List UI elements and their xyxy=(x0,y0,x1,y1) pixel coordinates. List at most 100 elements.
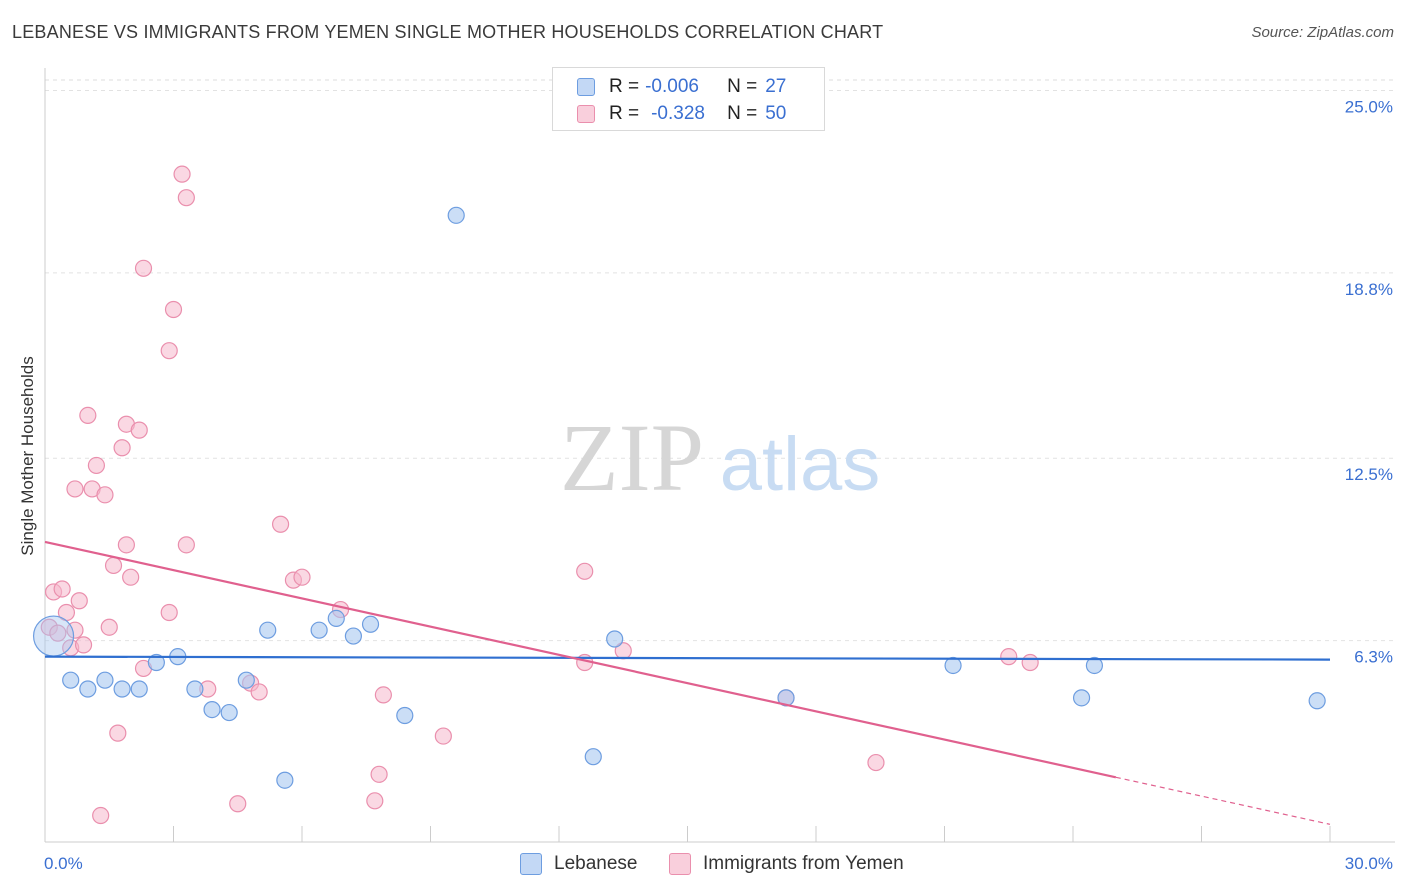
y-tick-label: 6.3% xyxy=(1354,648,1393,667)
legend-swatch-yemen xyxy=(577,105,595,123)
point-yemen xyxy=(867,753,885,772)
watermark: ZIP atlas xyxy=(560,404,880,511)
point-lebanese xyxy=(447,206,465,224)
point-lebanese xyxy=(606,630,624,648)
bottom-legend-label-yemen: Immigrants from Yemen xyxy=(703,853,904,874)
y-axis-label: Single Mother Households xyxy=(18,356,37,556)
bottom-legend-swatch-yemen xyxy=(669,853,691,875)
legend-n-value: 50 xyxy=(765,103,787,124)
watermark-atlas: atlas xyxy=(720,422,881,507)
x-tick-label: 30.0% xyxy=(1345,854,1393,873)
point-lebanese xyxy=(396,706,414,725)
point-lebanese xyxy=(147,653,165,672)
trend-lines xyxy=(44,540,1331,825)
point-lebanese xyxy=(344,627,362,645)
point-lebanese xyxy=(203,701,221,719)
legend-r-value: -0.328 xyxy=(651,103,705,124)
gridlines xyxy=(45,79,1395,642)
point-yemen xyxy=(100,618,118,636)
series-yemen-points xyxy=(40,165,1039,825)
y-tick-label: 12.5% xyxy=(1345,465,1393,484)
point-yemen xyxy=(130,421,148,439)
point-yemen xyxy=(576,562,594,580)
source-label: Source: ZipAtlas.com xyxy=(1251,24,1394,41)
point-lebanese xyxy=(584,748,602,766)
point-yemen xyxy=(374,686,392,704)
bottom-legend-label-lebanese: Lebanese xyxy=(554,853,638,874)
legend-r-value: -0.006 xyxy=(645,76,699,97)
point-yemen xyxy=(229,795,247,813)
y-tick-label: 25.0% xyxy=(1345,97,1393,116)
point-yemen xyxy=(70,592,88,610)
legend-n-value: 27 xyxy=(765,76,787,97)
point-lebanese xyxy=(186,680,204,698)
point-lebanese xyxy=(1308,692,1326,710)
point-lebanese xyxy=(327,609,345,628)
trend-line-yemen-extension xyxy=(1115,776,1331,825)
point-lebanese xyxy=(1085,656,1104,675)
legend-r-label: R = xyxy=(609,76,640,97)
trend-line-yemen xyxy=(44,540,1117,779)
point-yemen xyxy=(66,480,84,498)
point-yemen xyxy=(160,603,178,622)
legend-r-label: R = xyxy=(609,103,640,124)
series-lebanese-points xyxy=(32,206,1326,789)
legend: R = -0.006 N = 27 R = -0.328 N = 50 xyxy=(552,67,825,131)
legend-row-lebanese: R = -0.006 N = 27 xyxy=(577,75,786,99)
point-lebanese xyxy=(220,703,238,722)
point-lebanese xyxy=(79,680,97,698)
point-yemen xyxy=(370,765,388,783)
point-yemen xyxy=(271,515,290,533)
legend-n-label: N = xyxy=(727,76,758,97)
point-yemen xyxy=(87,456,106,475)
axes xyxy=(44,68,1395,843)
point-lebanese xyxy=(113,680,131,698)
point-yemen xyxy=(173,165,191,183)
watermark-zip: ZIP xyxy=(560,404,704,511)
point-yemen xyxy=(1021,653,1039,672)
point-lebanese xyxy=(310,621,328,639)
point-lebanese xyxy=(276,771,294,789)
point-yemen xyxy=(1000,648,1018,666)
legend-row-yemen: R = -0.328 N = 50 xyxy=(577,102,786,126)
point-yemen xyxy=(53,580,71,598)
point-yemen xyxy=(122,568,140,586)
chart-title: LEBANESE VS IMMIGRANTS FROM YEMEN SINGLE… xyxy=(12,22,884,42)
point-lebanese xyxy=(32,615,75,657)
trend-line-lebanese xyxy=(44,655,1331,661)
point-yemen xyxy=(113,439,131,457)
point-yemen xyxy=(74,636,93,654)
x-tick-label: 0.0% xyxy=(44,854,83,873)
point-yemen xyxy=(92,806,110,825)
point-yemen xyxy=(79,406,97,424)
point-lebanese xyxy=(361,615,380,633)
point-yemen xyxy=(177,536,195,554)
point-lebanese xyxy=(96,671,114,689)
point-yemen xyxy=(109,724,127,742)
point-yemen xyxy=(164,300,183,319)
bottom-legend-swatch-lebanese xyxy=(520,853,542,875)
point-lebanese xyxy=(1072,689,1091,707)
point-yemen xyxy=(366,792,384,810)
point-lebanese xyxy=(259,621,277,639)
point-yemen xyxy=(49,624,67,642)
point-yemen xyxy=(434,727,452,745)
point-yemen xyxy=(177,189,195,207)
bottom-legend-lebanese: Lebanese xyxy=(520,852,637,876)
point-lebanese xyxy=(237,671,255,689)
point-lebanese xyxy=(130,680,148,698)
point-yemen xyxy=(160,342,178,360)
y-tick-label: 18.8% xyxy=(1345,280,1393,299)
point-lebanese xyxy=(62,671,80,689)
point-yemen xyxy=(104,556,123,575)
point-yemen xyxy=(134,259,153,277)
legend-n-label: N = xyxy=(727,103,758,124)
tick-labels: 6.3% 12.5% 18.8% 25.0% 0.0% 30.0% xyxy=(44,97,1393,873)
point-yemen xyxy=(96,486,114,504)
legend-swatch-lebanese xyxy=(577,78,595,96)
point-yemen xyxy=(117,536,135,554)
bottom-legend-yemen: Immigrants from Yemen xyxy=(669,852,904,876)
point-lebanese xyxy=(944,656,962,675)
point-yemen xyxy=(293,568,311,586)
